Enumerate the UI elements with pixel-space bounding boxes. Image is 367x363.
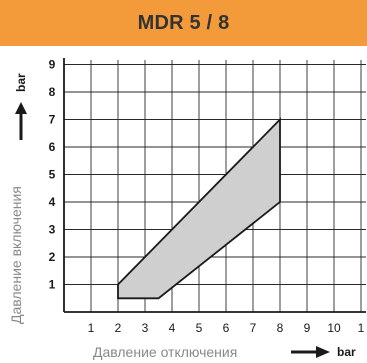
x-tick-label: 8: [277, 321, 284, 335]
x-tick-label: 6: [223, 321, 230, 335]
x-tick-label: 7: [250, 321, 257, 335]
y-tick-labels: 1 2 3 4 5 6 7 8 9: [49, 58, 56, 292]
axes: [63, 58, 366, 313]
x-tick-label: 10: [327, 321, 341, 335]
y-tick-label: 1: [49, 278, 56, 292]
x-axis-arrow: [291, 346, 330, 358]
y-axis-unit: bar: [14, 73, 28, 92]
x-axis-unit: bar: [337, 345, 356, 359]
x-tick-label: 1: [88, 321, 95, 335]
y-tick-label: 8: [49, 85, 56, 99]
x-tick-label: 1: [358, 321, 365, 335]
pressure-chart: 1 2 3 4 5 6 7 8 9 10 1 1 2 3 4 5 6 7 8 9 Давление включени…: [8, 58, 366, 360]
x-axis-title: Давление отключения: [93, 344, 237, 360]
x-tick-label: 5: [196, 321, 203, 335]
y-tick-label: 7: [49, 113, 56, 127]
x-tick-label: 2: [115, 321, 122, 335]
x-tick-label: 9: [304, 321, 311, 335]
x-tick-label: 4: [169, 321, 176, 335]
operating-region: [117, 117, 281, 300]
y-tick-label: 6: [49, 140, 56, 154]
chart-title: MDR 5 / 8: [137, 11, 230, 34]
y-axis-title: Давление включения: [8, 186, 24, 324]
y-tick-label: 3: [49, 223, 56, 237]
y-tick-label: 2: [49, 250, 56, 264]
y-axis-arrow: [15, 102, 27, 140]
chart-title-bar: MDR 5 / 8: [0, 0, 367, 46]
y-tick-label: 5: [49, 168, 56, 182]
x-tick-labels: 1 2 3 4 5 6 7 8 9 10 1: [88, 321, 365, 335]
y-tick-label: 9: [49, 58, 56, 72]
operating-region-polygon: [117, 117, 281, 300]
x-tick-label: 3: [142, 321, 149, 335]
y-tick-label: 4: [49, 195, 56, 209]
